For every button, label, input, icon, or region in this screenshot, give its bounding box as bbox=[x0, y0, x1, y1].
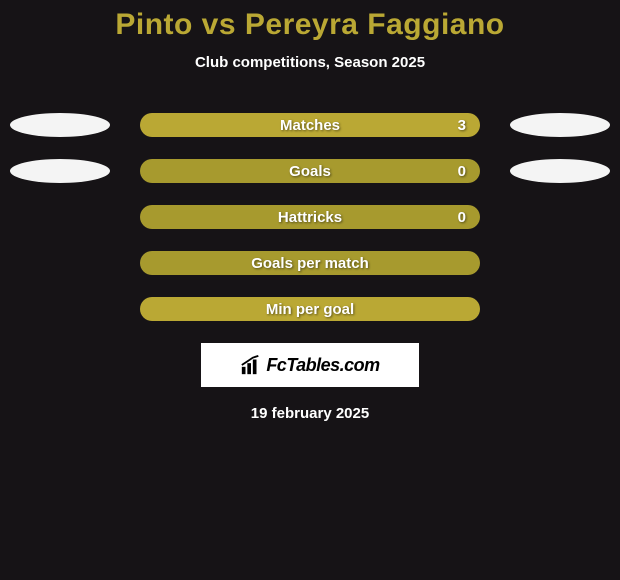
stat-row: Hattricks 0 bbox=[0, 205, 620, 229]
comparison-infographic: Pinto vs Pereyra Faggiano Club competiti… bbox=[0, 0, 620, 422]
right-ellipse bbox=[510, 159, 610, 183]
stat-value: 0 bbox=[458, 209, 466, 226]
stat-bar: Goals 0 bbox=[140, 159, 480, 183]
stat-label: Hattricks bbox=[278, 209, 342, 226]
stat-row: Matches 3 bbox=[0, 113, 620, 137]
stat-bar: Hattricks 0 bbox=[140, 205, 480, 229]
left-ellipse bbox=[10, 159, 110, 183]
source-logo: FcTables.com bbox=[201, 343, 419, 387]
stat-bar: Min per goal bbox=[140, 297, 480, 321]
stat-rows: Matches 3 Goals 0 Hattricks 0 Goals per match M… bbox=[0, 113, 620, 321]
stat-label: Goals per match bbox=[251, 255, 369, 272]
stat-bar: Goals per match bbox=[140, 251, 480, 275]
subtitle: Club competitions, Season 2025 bbox=[0, 54, 620, 71]
date-label: 19 february 2025 bbox=[0, 405, 620, 422]
logo-text: FcTables.com bbox=[266, 355, 379, 376]
stat-label: Matches bbox=[280, 117, 340, 134]
right-ellipse bbox=[510, 113, 610, 137]
stat-row: Goals per match bbox=[0, 251, 620, 275]
stat-label: Min per goal bbox=[266, 301, 354, 318]
stat-row: Goals 0 bbox=[0, 159, 620, 183]
stat-row: Min per goal bbox=[0, 297, 620, 321]
left-ellipse bbox=[10, 113, 110, 137]
bar-chart-icon bbox=[240, 354, 262, 376]
stat-value: 0 bbox=[458, 163, 466, 180]
stat-value: 3 bbox=[458, 117, 466, 134]
page-title: Pinto vs Pereyra Faggiano bbox=[0, 8, 620, 42]
stat-label: Goals bbox=[289, 163, 331, 180]
stat-bar: Matches 3 bbox=[140, 113, 480, 137]
